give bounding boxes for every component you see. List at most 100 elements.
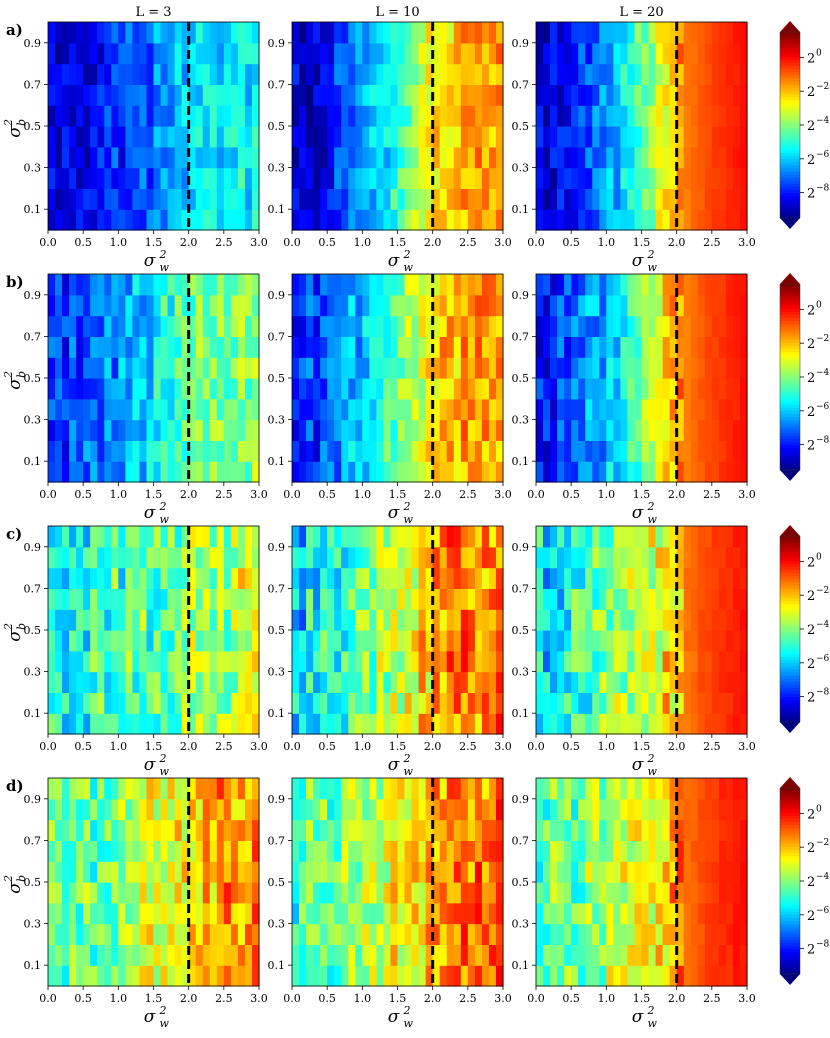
heatmap-cell bbox=[69, 526, 77, 548]
colorbar-tick-base: 2 bbox=[807, 943, 815, 958]
heatmap-cell bbox=[355, 419, 363, 441]
heatmap-cell bbox=[620, 294, 629, 317]
heatmap-cell bbox=[467, 336, 476, 358]
heatmap-cell bbox=[404, 526, 413, 548]
heatmap-cell bbox=[432, 882, 441, 904]
heatmap-cell bbox=[425, 167, 434, 189]
heatmap-cell bbox=[299, 923, 307, 945]
heatmap-cell bbox=[334, 840, 342, 862]
heatmap-cell bbox=[348, 188, 356, 210]
heatmap-cell bbox=[292, 588, 300, 610]
heatmap-cell bbox=[348, 440, 356, 462]
heatmap-cell bbox=[230, 526, 239, 548]
heatmap-cell bbox=[55, 713, 63, 735]
heatmap-cell bbox=[697, 923, 706, 945]
heatmap-cell bbox=[634, 209, 643, 231]
heatmap-cell bbox=[320, 692, 328, 714]
heatmap-cell bbox=[599, 461, 607, 483]
heatmap-cell bbox=[446, 336, 455, 358]
heatmap-cell bbox=[90, 692, 98, 714]
heatmap-cell bbox=[725, 713, 734, 735]
heatmap-cell bbox=[634, 692, 643, 714]
colorbar-segment bbox=[780, 812, 800, 817]
colorbar-segment bbox=[780, 850, 800, 854]
heatmap-cell bbox=[557, 336, 565, 358]
heatmap-cell bbox=[474, 778, 483, 800]
heatmap-cell bbox=[348, 588, 356, 610]
heatmap-cell bbox=[160, 294, 169, 317]
heatmap-cell bbox=[655, 902, 664, 925]
heatmap-cell bbox=[627, 398, 636, 421]
heatmap-panel-d-L10: 0.0 0.5 1.0 1.5 2.0 2.5 3.0σ 2w0.10.30.50.70.9 bbox=[268, 777, 512, 1030]
heatmap-cell bbox=[195, 965, 204, 987]
heatmap-cell bbox=[251, 315, 260, 337]
heatmap-cell bbox=[711, 861, 720, 883]
heatmap-cell bbox=[306, 840, 314, 862]
heatmap-cell bbox=[599, 778, 607, 800]
heatmap-cell bbox=[223, 965, 232, 987]
heatmap-cell bbox=[334, 671, 342, 693]
x-tick-label: 0.0 bbox=[39, 740, 57, 753]
heatmap-cell bbox=[474, 944, 483, 966]
heatmap-cell bbox=[676, 294, 685, 317]
heatmap-cell bbox=[313, 882, 321, 904]
heatmap-cell bbox=[550, 398, 558, 421]
heatmap-cell bbox=[613, 419, 621, 441]
heatmap-cell bbox=[557, 526, 565, 548]
heatmap-cell bbox=[118, 546, 126, 569]
heatmap-cell bbox=[620, 167, 629, 189]
heatmap-cell bbox=[662, 146, 671, 169]
heatmap-cell bbox=[495, 126, 504, 148]
heatmap-cell bbox=[718, 965, 727, 987]
y-tick-label: 0.3 bbox=[24, 918, 42, 931]
heatmap-cell bbox=[536, 630, 544, 652]
heatmap-cell bbox=[634, 778, 643, 800]
y-tick-label: 0.5 bbox=[24, 876, 42, 889]
heatmap-cell bbox=[481, 588, 490, 610]
heatmap-cell bbox=[223, 902, 232, 925]
heatmap-cell bbox=[446, 440, 455, 462]
heatmap-cell bbox=[348, 22, 356, 44]
heatmap-cell bbox=[83, 778, 91, 800]
heatmap-cell bbox=[411, 188, 420, 210]
colorbar-tick-exponent: −6 bbox=[816, 402, 830, 412]
heatmap-cell bbox=[334, 526, 342, 548]
heatmap-cell bbox=[90, 209, 98, 231]
heatmap-cell bbox=[453, 188, 462, 210]
heatmap-cell bbox=[550, 944, 558, 966]
heatmap-cell bbox=[606, 650, 614, 673]
heatmap-cell bbox=[369, 526, 377, 548]
heatmap-cell bbox=[111, 526, 119, 548]
heatmap-cell bbox=[711, 63, 720, 85]
heatmap-cell bbox=[669, 778, 678, 800]
heatmap-cell bbox=[181, 461, 190, 483]
colorbar-segment bbox=[780, 567, 800, 571]
heatmap-cell bbox=[160, 440, 169, 462]
heatmap-cell bbox=[132, 546, 141, 569]
heatmap-cell bbox=[488, 609, 497, 631]
heatmap-cell bbox=[446, 567, 455, 589]
heatmap-cell bbox=[355, 63, 363, 85]
heatmap-cell bbox=[313, 274, 321, 296]
heatmap-cell bbox=[341, 902, 349, 925]
heatmap-cell bbox=[704, 944, 713, 966]
heatmap-cell bbox=[725, 42, 734, 65]
heatmap-cell bbox=[299, 778, 307, 800]
heatmap-cell bbox=[195, 692, 204, 714]
heatmap-cell bbox=[460, 840, 469, 862]
heatmap-cell bbox=[348, 861, 356, 883]
heatmap-cell bbox=[209, 440, 218, 462]
heatmap-cell bbox=[76, 126, 84, 148]
heatmap-cell bbox=[711, 840, 720, 862]
heatmap-cell bbox=[439, 84, 448, 106]
colorbar-segment bbox=[780, 828, 800, 832]
heatmap-cell bbox=[334, 105, 342, 127]
heatmap-cell bbox=[718, 650, 727, 673]
heatmap-cell bbox=[251, 630, 260, 652]
heatmap-cell bbox=[230, 778, 239, 800]
heatmap-cell bbox=[230, 357, 239, 379]
heatmap-cell bbox=[697, 713, 706, 735]
heatmap-cell bbox=[411, 713, 420, 735]
heatmap-cell bbox=[48, 419, 56, 441]
heatmap-cell bbox=[334, 188, 342, 210]
